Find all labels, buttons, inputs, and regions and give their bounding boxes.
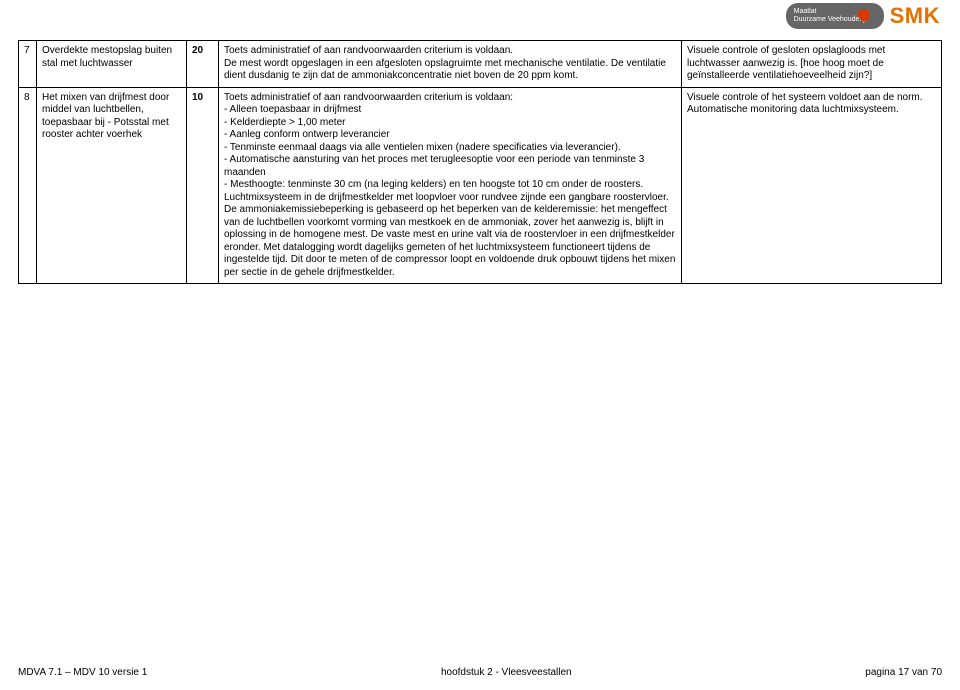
row-control: Visuele controle of het systeem voldoet … bbox=[682, 87, 942, 284]
row-desc: Toets administratief of aan randvoorwaar… bbox=[219, 41, 682, 88]
maatlat-line1: Maatlat bbox=[794, 8, 884, 16]
row-points: 20 bbox=[187, 41, 219, 88]
footer-right: pagina 17 van 70 bbox=[865, 667, 942, 678]
maatlat-dot-icon bbox=[858, 9, 870, 21]
table-row: 7 Overdekte mestopslag buiten stal met l… bbox=[19, 41, 942, 88]
criteria-table: 7 Overdekte mestopslag buiten stal met l… bbox=[18, 40, 942, 284]
row-title: Het mixen van drijfmest door middel van … bbox=[37, 87, 187, 284]
logo-maatlat: Maatlat Duurzame Veehouderij bbox=[786, 3, 884, 29]
page-body: 7 Overdekte mestopslag buiten stal met l… bbox=[18, 40, 942, 284]
header-logos: Maatlat Duurzame Veehouderij SMK bbox=[786, 0, 940, 32]
footer-left: MDVA 7.1 – MDV 10 versie 1 bbox=[18, 667, 147, 678]
row-control: Visuele controle of gesloten opslagloods… bbox=[682, 41, 942, 88]
row-points: 10 bbox=[187, 87, 219, 284]
footer-center: hoofdstuk 2 - Vleesveestallen bbox=[441, 667, 572, 678]
table-row: 8 Het mixen van drijfmest door middel va… bbox=[19, 87, 942, 284]
row-desc: Toets administratief of aan randvoorwaar… bbox=[219, 87, 682, 284]
row-number: 7 bbox=[19, 41, 37, 88]
row-number: 8 bbox=[19, 87, 37, 284]
logo-smk: SMK bbox=[890, 3, 940, 29]
row-title: Overdekte mestopslag buiten stal met luc… bbox=[37, 41, 187, 88]
page-footer: MDVA 7.1 – MDV 10 versie 1 hoofdstuk 2 -… bbox=[18, 667, 942, 678]
maatlat-line2: Duurzame Veehouderij bbox=[794, 16, 884, 24]
